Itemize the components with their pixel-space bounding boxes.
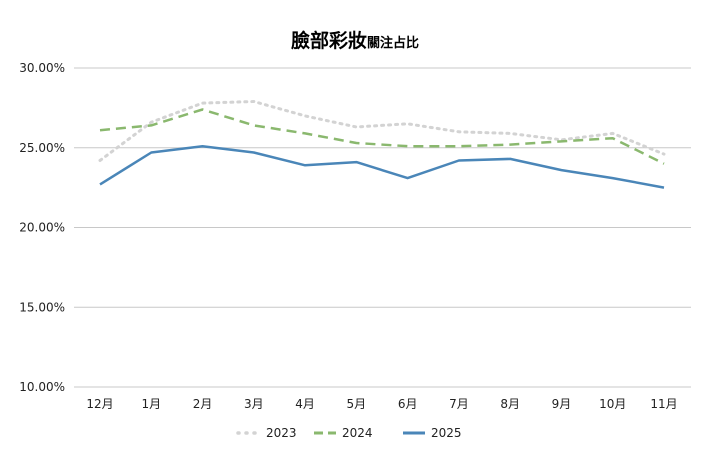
- y-axis-ticks: 10.00% 15.00% 20.00% 25.00% 30.00%: [19, 61, 65, 394]
- chart-subtitle: 關注占比: [367, 35, 419, 51]
- x-tick-label: 9月: [552, 397, 572, 411]
- x-tick-label: 3月: [244, 397, 264, 411]
- x-tick-label: 2月: [193, 397, 213, 411]
- x-tick-label: 11月: [650, 397, 677, 411]
- x-tick-label: 1月: [141, 397, 161, 411]
- chart-title: 臉部彩妝關注占比: [291, 29, 419, 52]
- series-line-2023: [98, 100, 666, 162]
- x-tick-label: 6月: [398, 397, 418, 411]
- x-tick-label: 12月: [86, 397, 113, 411]
- x-tick-label: 5月: [347, 397, 367, 411]
- y-tick-label: 15.00%: [19, 300, 65, 314]
- y-tick-label: 25.00%: [19, 141, 65, 155]
- y-tick-label: 20.00%: [19, 221, 65, 235]
- y-tick-label: 10.00%: [19, 380, 65, 394]
- x-tick-label: 10月: [599, 397, 626, 411]
- y-tick-label: 30.00%: [19, 61, 65, 75]
- chart-title-main: 臉部彩妝: [291, 29, 367, 52]
- series-lines: [98, 100, 666, 189]
- series-line-2024: [99, 108, 665, 165]
- legend-label-2023: 2023: [266, 426, 297, 440]
- gridlines: [74, 67, 691, 388]
- x-tick-label: 7月: [449, 397, 469, 411]
- legend-label-2024: 2024: [342, 426, 373, 440]
- x-tick-label: 4月: [295, 397, 315, 411]
- x-axis-ticks: 12月 1月 2月 3月 4月 5月 6月 7月 8月 9月 10月 11月: [86, 397, 677, 411]
- series-line-2025: [99, 144, 665, 189]
- legend: 2023 2024 2025: [236, 426, 462, 440]
- legend-label-2025: 2025: [431, 426, 462, 440]
- x-tick-label: 8月: [500, 397, 520, 411]
